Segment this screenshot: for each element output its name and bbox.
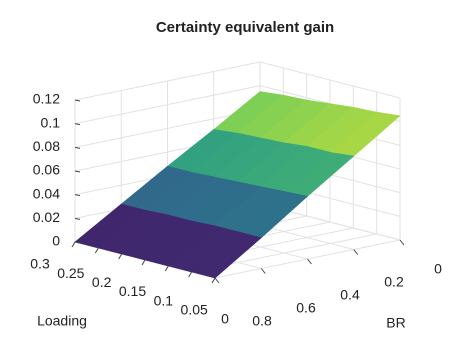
x-tick (188, 271, 193, 278)
x-tick-label: 0.3 (30, 256, 50, 272)
y-tick-label: 0.8 (252, 313, 272, 329)
z-tick (74, 99, 81, 102)
x-axis-label: Loading (37, 313, 87, 329)
y-tick-label: 0.4 (340, 287, 360, 303)
y-tick (399, 239, 405, 246)
z-tick (74, 123, 81, 126)
z-tick-label: 0.02 (33, 209, 60, 225)
x-tick (94, 247, 99, 254)
x-tick (118, 253, 123, 260)
y-tick-label: 0 (434, 261, 442, 277)
y-axis-label: BR (386, 315, 405, 331)
z-tick (74, 194, 81, 197)
z-tick-label: 0.08 (33, 138, 60, 154)
z-tick-label: 0.06 (33, 162, 60, 178)
z-tick-label: 0 (52, 233, 60, 249)
x-tick (141, 259, 146, 266)
y-tick-label: 0.6 (296, 300, 316, 316)
z-tick-label: 0.12 (33, 91, 60, 107)
z-tick (74, 217, 81, 220)
y-tick (353, 249, 359, 255)
x-tick-label: 0.05 (181, 302, 208, 318)
x-tick-label: 0 (221, 311, 229, 327)
x-tick-label: 0.2 (92, 274, 112, 290)
x-tick-label: 0.1 (154, 292, 174, 308)
z-tick (74, 170, 81, 173)
y-tick-label: 0.2 (384, 274, 404, 290)
x-tick (164, 265, 169, 272)
x-tick (71, 241, 76, 248)
x-tick-label: 0.25 (57, 265, 84, 281)
y-tick (214, 277, 220, 284)
z-tick-label: 0.1 (41, 114, 61, 130)
z-tick (74, 146, 81, 149)
y-tick (260, 268, 266, 274)
z-tick-label: 0.04 (33, 185, 60, 201)
x-tick-label: 0.15 (119, 283, 146, 299)
z-tick (74, 241, 81, 244)
y-tick (307, 258, 312, 265)
x-tick (211, 277, 216, 284)
chart-title: Certainty equivalent gain (156, 19, 334, 36)
